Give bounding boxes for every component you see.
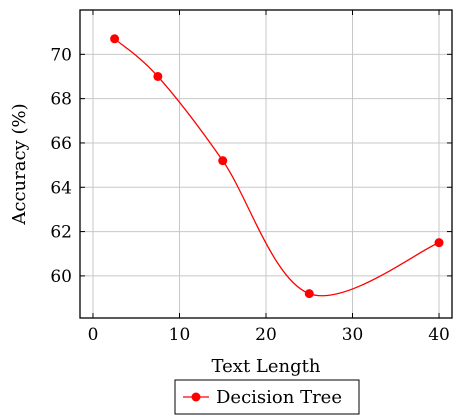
y-tick-label: 60 [50, 267, 72, 287]
y-tick-label: 68 [50, 90, 72, 110]
x-tick-label: 10 [169, 325, 191, 345]
data-point [110, 34, 120, 44]
legend-label: Decision Tree [216, 387, 342, 408]
x-tick-label: 20 [255, 325, 277, 345]
x-axis-label: Text Length [212, 356, 321, 377]
y-tick-label: 70 [50, 45, 72, 65]
x-tick-label: 0 [88, 325, 99, 345]
data-point [434, 238, 444, 248]
series-line [114, 38, 440, 297]
y-tick-label: 64 [50, 178, 72, 198]
y-tick-label: 66 [50, 134, 72, 154]
data-point [218, 156, 228, 166]
legend-marker [191, 392, 201, 402]
grid-lines [80, 10, 452, 318]
x-tick-label: 30 [342, 325, 364, 345]
x-tick-label: 40 [428, 325, 450, 345]
axis-ticks: 0 10 20 30 40 60 62 64 66 68 70 [50, 10, 452, 345]
data-point [304, 289, 314, 299]
series-layer [110, 34, 444, 299]
legend: Decision Tree [174, 379, 360, 415]
y-tick-label: 62 [50, 223, 72, 243]
data-point [153, 71, 163, 81]
y-axis-label: Accuracy (%) [9, 103, 30, 225]
